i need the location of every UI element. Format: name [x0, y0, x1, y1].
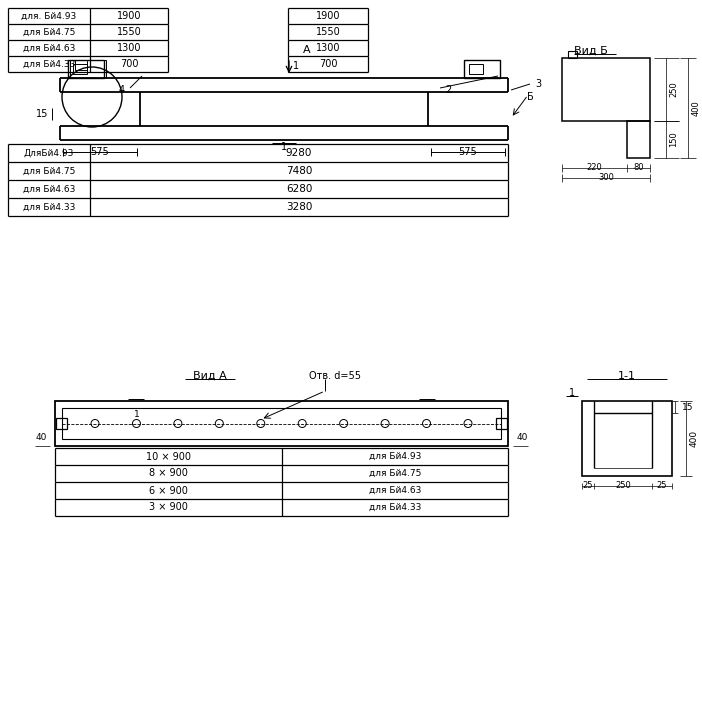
Text: Б: Б — [526, 92, 534, 102]
Bar — [562, 58, 650, 120]
Bar — [582, 401, 672, 476]
Text: 3280: 3280 — [286, 202, 312, 212]
Bar — [73, 64, 87, 74]
Bar — [70, 60, 106, 78]
Text: 220: 220 — [586, 163, 602, 173]
Text: 575: 575 — [91, 147, 110, 157]
Bar — [62, 408, 501, 439]
Text: 25: 25 — [657, 481, 667, 490]
Text: 1-1: 1-1 — [618, 371, 636, 381]
Text: 2: 2 — [445, 85, 451, 95]
Text: 1900: 1900 — [316, 11, 340, 21]
Bar — [626, 120, 650, 158]
Text: 1300: 1300 — [117, 43, 141, 53]
Text: для Бй4.33: для Бй4.33 — [22, 203, 75, 211]
Bar — [496, 418, 507, 429]
Text: 40: 40 — [35, 433, 47, 442]
Text: для Бй4.93: для Бй4.93 — [369, 452, 421, 461]
Text: для Бй4.33: для Бй4.33 — [369, 503, 421, 512]
Text: 10 × 900: 10 × 900 — [146, 452, 191, 462]
Text: 6280: 6280 — [286, 184, 312, 194]
Bar — [56, 418, 67, 429]
Text: 1300: 1300 — [316, 43, 340, 53]
Text: Вид Б: Вид Б — [574, 46, 608, 56]
Text: для Бй4.63: для Бй4.63 — [22, 44, 75, 52]
Text: 1: 1 — [133, 410, 139, 419]
Text: 4: 4 — [119, 85, 125, 95]
Text: 3 × 900: 3 × 900 — [149, 503, 187, 513]
Text: 250: 250 — [615, 481, 631, 490]
Text: 1: 1 — [293, 61, 299, 71]
Text: 6 × 900: 6 × 900 — [149, 485, 187, 495]
Text: 1900: 1900 — [117, 11, 141, 21]
Text: 300: 300 — [598, 173, 614, 183]
Bar — [469, 64, 483, 74]
Bar — [568, 51, 577, 58]
Text: Вид А: Вид А — [193, 371, 227, 381]
Text: Отв. d=55: Отв. d=55 — [309, 371, 361, 381]
Text: А: А — [303, 45, 311, 55]
Text: для Бй4.75: для Бй4.75 — [22, 27, 75, 37]
Text: 40: 40 — [516, 433, 528, 442]
Text: 8 × 900: 8 × 900 — [149, 468, 187, 478]
Text: 15: 15 — [36, 109, 48, 119]
Text: 3: 3 — [535, 79, 541, 89]
Text: для Бй4.63: для Бй4.63 — [22, 185, 75, 193]
Bar — [55, 401, 508, 446]
Text: 15: 15 — [682, 402, 694, 412]
Text: 700: 700 — [319, 59, 337, 69]
Bar — [75, 60, 87, 70]
Bar — [68, 60, 104, 78]
Text: 575: 575 — [458, 147, 477, 157]
Text: 400: 400 — [689, 430, 698, 447]
Text: ДляБй4.93: ДляБй4.93 — [24, 148, 74, 158]
Text: для Бй4.33: для Бй4.33 — [22, 59, 75, 69]
Text: 1550: 1550 — [316, 27, 340, 37]
Text: для Бй4.63: для Бй4.63 — [369, 486, 421, 495]
Text: 400: 400 — [691, 100, 701, 116]
Text: 9280: 9280 — [286, 148, 312, 158]
Text: 7480: 7480 — [286, 166, 312, 176]
Text: 1550: 1550 — [117, 27, 141, 37]
Text: для. Бй4.93: для. Бй4.93 — [21, 11, 77, 21]
Text: 1: 1 — [281, 142, 287, 152]
Text: для Бй4.75: для Бй4.75 — [22, 167, 75, 175]
Text: 700: 700 — [120, 59, 138, 69]
Text: 1: 1 — [569, 388, 575, 398]
Bar — [464, 60, 500, 78]
Text: 250: 250 — [670, 82, 679, 97]
Text: 150: 150 — [670, 131, 679, 147]
Text: 80: 80 — [633, 163, 644, 173]
Text: 25: 25 — [583, 481, 593, 490]
Text: для Бй4.75: для Бй4.75 — [369, 469, 421, 478]
